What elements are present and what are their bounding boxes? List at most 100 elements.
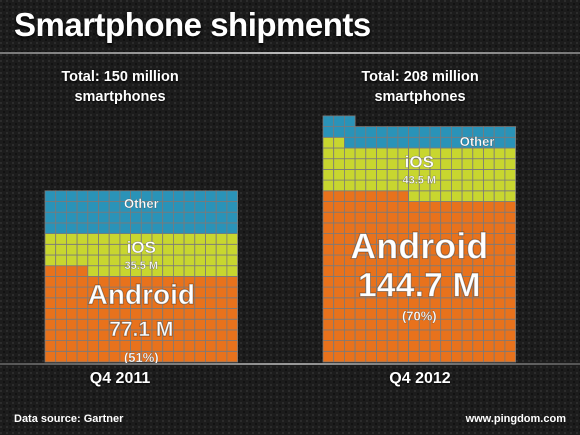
waffle-cell-other-q4-2011 — [55, 201, 67, 213]
waffle-cell-other-q4-2011 — [44, 222, 57, 234]
waffle-cell-android-q4-2011 — [215, 329, 228, 341]
waffle-cell-ios-q4-2011 — [66, 243, 78, 256]
waffle-cell-android-q4-2012 — [472, 350, 484, 363]
waffle-cell-other-q4-2011 — [194, 211, 206, 224]
waffle-cell-android-q4-2012 — [343, 329, 356, 341]
waffle-cell-android-q4-2012 — [354, 211, 367, 224]
waffle-cell-ios-q4-2011 — [87, 233, 99, 245]
waffle-cell-android-q4-2011 — [205, 275, 217, 288]
waffle-cell-ios-q4-2011 — [226, 233, 238, 245]
waffle-cell-android-q4-2011 — [87, 329, 99, 341]
waffle-cell-android-q4-2012 — [504, 286, 516, 299]
waffle-cell-android-q4-2012 — [343, 211, 356, 224]
waffle-cell-android-q4-2012 — [386, 211, 399, 224]
waffle-cell-android-q4-2011 — [194, 318, 206, 331]
waffle-cell-ios-q4-2011 — [108, 265, 121, 277]
ios-label-q4-2011: iOS — [127, 238, 156, 257]
waffle-cell-android-q4-2012 — [343, 308, 356, 320]
waffle-cell-android-q4-2012 — [493, 297, 506, 309]
waffle-cell-ios-q4-2011 — [44, 254, 57, 267]
waffle-cell-android-q4-2011 — [98, 340, 110, 352]
other-label-q4-2011: Other — [124, 196, 159, 211]
waffle-cell-android-q4-2012 — [504, 297, 516, 309]
waffle-cell-ios-q4-2012 — [493, 190, 506, 202]
waffle-cell-other-q4-2011 — [194, 222, 206, 234]
waffle-cell-android-q4-2011 — [44, 297, 57, 309]
waffle-cell-android-q4-2011 — [98, 308, 110, 320]
waffle-cell-ios-q4-2012 — [376, 168, 388, 181]
waffle-cell-ios-q4-2012 — [333, 179, 345, 192]
waffle-cell-android-q4-2012 — [376, 340, 388, 352]
waffle-cell-android-q4-2012 — [461, 350, 474, 363]
waffle-cell-ios-q4-2011 — [215, 233, 228, 245]
waffle-cell-android-q4-2011 — [183, 318, 196, 331]
waffle-cell-other-q4-2011 — [151, 222, 164, 234]
waffle-cell-other-q4-2011 — [162, 222, 174, 234]
waffle-cell-android-q4-2012 — [440, 308, 452, 320]
waffle-cell-android-q4-2011 — [66, 340, 78, 352]
waffle-cell-ios-q4-2012 — [322, 179, 335, 192]
waffle-cell-android-q4-2012 — [343, 318, 356, 331]
waffle-cell-android-q4-2011 — [205, 340, 217, 352]
waffle-cell-other-q4-2011 — [98, 190, 110, 202]
waffle-cell-android-q4-2012 — [450, 340, 463, 352]
waffle-cell-other-q4-2011 — [66, 190, 78, 202]
waffle-cell-ios-q4-2012 — [333, 136, 345, 149]
waffle-cell-other-q4-2011 — [98, 222, 110, 234]
waffle-cell-android-q4-2012 — [322, 350, 335, 363]
title-divider — [0, 52, 580, 54]
waffle-cell-other-q4-2011 — [66, 201, 78, 213]
waffle-cell-android-q4-2012 — [376, 201, 388, 213]
ios-value-q4-2011: 35.5 M — [124, 260, 158, 272]
ios-label-q4-2012: iOS — [405, 152, 434, 171]
waffle-cell-android-q4-2012 — [333, 243, 345, 256]
waffle-cell-ios-q4-2012 — [354, 147, 367, 160]
waffle-cell-android-q4-2012 — [376, 308, 388, 320]
waffle-cell-other-q4-2011 — [55, 211, 67, 224]
waffle-cell-android-q4-2012 — [386, 329, 399, 341]
waffle-cell-ios-q4-2012 — [450, 147, 463, 160]
waffle-cell-android-q4-2012 — [343, 275, 356, 288]
waffle-cell-android-q4-2012 — [322, 297, 335, 309]
waffle-cell-android-q4-2012 — [322, 190, 335, 202]
android-value-q4-2011: 77.1 M — [109, 318, 173, 341]
waffle-cell-android-q4-2012 — [322, 329, 335, 341]
total-label-q4-2012: Total: 208 million smartphones — [361, 69, 479, 105]
waffle-cell-android-q4-2012 — [461, 211, 474, 224]
waffle-cell-ios-q4-2012 — [429, 190, 442, 202]
category-label-q4-2012: Q4 2012 — [389, 370, 451, 387]
waffle-cell-android-q4-2012 — [365, 190, 377, 202]
waffle-cell-ios-q4-2012 — [322, 147, 335, 160]
waffle-cell-android-q4-2011 — [44, 286, 57, 299]
waffle-cell-ios-q4-2011 — [76, 254, 89, 267]
waffle-cell-other-q4-2011 — [215, 211, 228, 224]
waffle-cell-android-q4-2011 — [55, 297, 67, 309]
waffle-cell-android-q4-2012 — [333, 318, 345, 331]
waffle-cell-android-q4-2011 — [55, 350, 67, 363]
waffle-cell-other-q4-2011 — [162, 211, 174, 224]
waffle-cell-other-q4-2012 — [322, 115, 335, 128]
android-share-q4-2012: (70%) — [402, 308, 437, 323]
waffle-cell-android-q4-2011 — [172, 318, 185, 331]
waffle-cell-other-q4-2011 — [183, 201, 196, 213]
waffle-cell-android-q4-2012 — [322, 254, 335, 267]
waffle-cell-android-q4-2012 — [429, 201, 442, 213]
waffle-cell-android-q4-2012 — [322, 286, 335, 299]
waffle-cell-ios-q4-2012 — [354, 179, 367, 192]
waffle-cell-android-q4-2011 — [215, 350, 228, 363]
waffle-cell-ios-q4-2011 — [44, 243, 57, 256]
waffle-cell-android-q4-2012 — [493, 201, 506, 213]
waffle-cell-android-q4-2011 — [76, 350, 89, 363]
waffle-cell-other-q4-2011 — [172, 201, 185, 213]
waffle-cell-ios-q4-2012 — [343, 168, 356, 181]
waffle-cell-ios-q4-2012 — [440, 147, 452, 160]
waffle-cell-ios-q4-2012 — [386, 179, 399, 192]
waffle-cell-other-q4-2011 — [119, 222, 132, 234]
waffle-cell-android-q4-2012 — [386, 190, 399, 202]
waffle-cell-ios-q4-2012 — [322, 158, 335, 170]
waffle-cell-ios-q4-2012 — [354, 158, 367, 170]
waffle-cell-android-q4-2011 — [183, 308, 196, 320]
waffle-cell-android-q4-2012 — [493, 318, 506, 331]
waffle-cell-android-q4-2012 — [493, 211, 506, 224]
waffle-cell-android-q4-2012 — [504, 265, 516, 277]
